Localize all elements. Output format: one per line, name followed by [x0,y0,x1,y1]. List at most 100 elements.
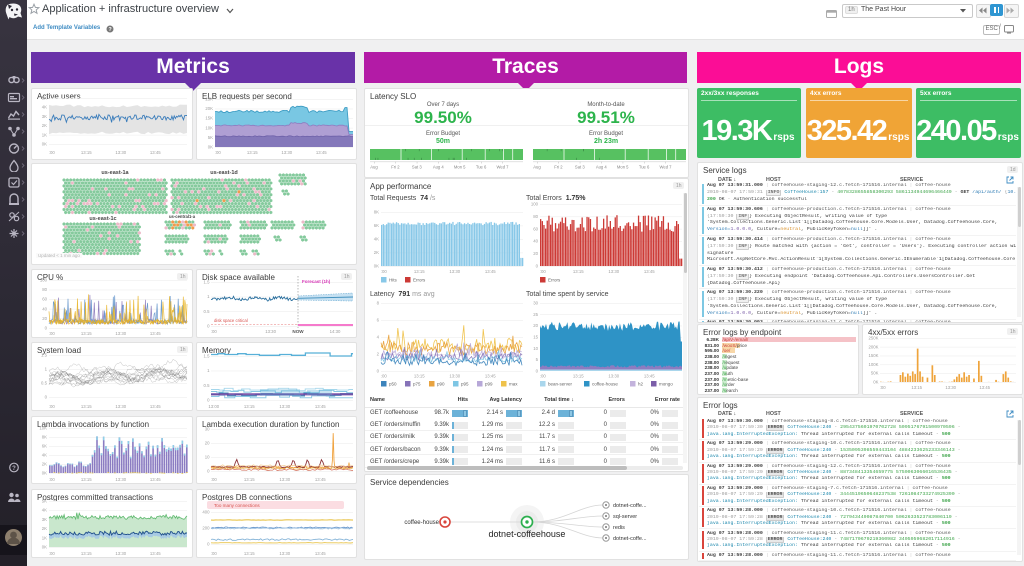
svg-text:13:45: 13:45 [150,551,161,556]
svg-text:20: 20 [42,316,47,321]
svg-text:200: 200 [202,526,210,531]
svg-text:2K: 2K [42,462,47,467]
svg-text:p50: p50 [389,382,397,387]
svg-text:3K: 3K [42,517,47,522]
svg-text:Mon 5: Mon 5 [617,165,629,170]
svg-text:0K: 0K [42,545,47,550]
svg-text:13:45: 13:45 [316,150,327,155]
svg-text:15: 15 [533,335,538,340]
svg-text:0K: 0K [42,142,47,147]
svg-text::00: :00 [381,269,388,274]
svg-text:5: 5 [536,357,539,362]
svg-text:13:30: 13:30 [115,150,126,155]
svg-text:2K: 2K [374,250,379,255]
svg-text:8: 8 [377,301,380,306]
svg-text:2K: 2K [42,123,47,128]
svg-text:6K: 6K [42,444,47,449]
svg-text:3K: 3K [42,114,47,119]
svg-text:us-east-1d: us-east-1d [210,170,238,176]
svg-text:2: 2 [377,352,380,357]
svg-text:80: 80 [533,214,538,219]
svg-text:13:15: 13:15 [244,404,255,409]
svg-text:4: 4 [377,335,380,340]
svg-text::00: :00 [540,269,547,274]
svg-text:13:15: 13:15 [247,150,258,155]
svg-text:1.5: 1.5 [41,353,48,358]
svg-text:0: 0 [536,264,539,269]
svg-text:13:15: 13:15 [414,269,425,274]
svg-text:Fri 2: Fri 2 [554,165,563,170]
svg-text:Errors: Errors [413,278,426,283]
svg-text:0K: 0K [374,264,379,269]
svg-text:4K: 4K [42,508,47,513]
svg-text:150K: 150K [868,353,878,358]
svg-text:1: 1 [207,294,210,299]
svg-text:us-east-1c: us-east-1c [89,216,116,222]
svg-text:p95: p95 [461,382,469,387]
svg-text:100K: 100K [868,362,878,367]
svg-text:10: 10 [533,346,538,351]
svg-text:us-east-1a: us-east-1a [101,170,129,176]
svg-text:13:30: 13:30 [115,331,126,336]
svg-text:60: 60 [533,226,538,231]
svg-text:4K: 4K [42,105,47,110]
svg-text::00: :00 [49,551,56,556]
svg-text:13:30: 13:30 [115,551,126,556]
svg-text:400: 400 [202,510,210,515]
svg-text:Errors: Errors [548,278,561,283]
svg-text:Aug 4: Aug 4 [433,165,445,170]
svg-text:13:15: 13:15 [573,374,584,379]
svg-text:13:45: 13:45 [150,150,161,155]
svg-text:13:45: 13:45 [150,477,161,482]
svg-text:13:00: 13:00 [208,404,219,409]
svg-text:20: 20 [533,323,538,328]
svg-text:1K: 1K [42,535,47,540]
svg-text:13:30: 13:30 [608,269,619,274]
svg-text:redis: redis [613,525,625,531]
svg-text:13:15: 13:15 [81,404,92,409]
svg-text:0: 0 [377,369,380,374]
svg-text:4K: 4K [42,453,47,458]
svg-text:13:45: 13:45 [315,551,326,556]
svg-text:1: 1 [45,367,48,372]
svg-text:13:15: 13:15 [81,150,92,155]
svg-text:20: 20 [533,251,538,256]
svg-text:Tue 6: Tue 6 [476,165,487,170]
svg-text:?: ? [108,27,112,33]
svg-text:50K: 50K [871,371,879,376]
svg-text:0: 0 [207,398,210,403]
svg-text:100: 100 [531,202,539,207]
svg-text:h2: h2 [638,382,644,387]
svg-text:Tue 6: Tue 6 [639,165,650,170]
svg-text:13:15: 13:15 [414,374,425,379]
svg-text:25: 25 [533,312,538,317]
svg-text:Sat 3: Sat 3 [575,165,585,170]
svg-text:0: 0 [207,542,210,547]
svg-text:disk space critical: disk space critical [214,318,248,323]
svg-text:Aug 4: Aug 4 [596,165,608,170]
svg-text:5K: 5K [208,135,213,140]
svg-text:Mon 5: Mon 5 [454,165,466,170]
svg-text:13:30: 13:30 [279,477,290,482]
svg-text::00: :00 [211,477,218,482]
svg-text:mongo: mongo [659,382,673,387]
svg-text:0K: 0K [873,380,878,385]
svg-text:p90: p90 [437,382,445,387]
svg-text:15K: 15K [205,116,213,121]
svg-text:coffee-house: coffee-house [404,520,439,526]
svg-text:Hits: Hits [389,278,397,283]
svg-text:0K: 0K [208,145,213,150]
svg-text:100: 100 [40,278,48,283]
svg-text:p75: p75 [413,382,421,387]
svg-text::00: :00 [49,477,56,482]
svg-text:1K: 1K [42,132,47,137]
svg-text:13:15: 13:15 [911,385,922,390]
svg-text:dotnet-coffe...: dotnet-coffe... [613,503,647,509]
svg-text:60: 60 [42,297,47,302]
svg-text::00: :00 [880,385,887,390]
svg-text:13:30: 13:30 [449,269,460,274]
svg-text:13:15: 13:15 [81,331,92,336]
svg-text:0K: 0K [42,471,47,476]
svg-text:14:30: 14:30 [330,329,341,334]
svg-text:0: 0 [536,369,539,374]
